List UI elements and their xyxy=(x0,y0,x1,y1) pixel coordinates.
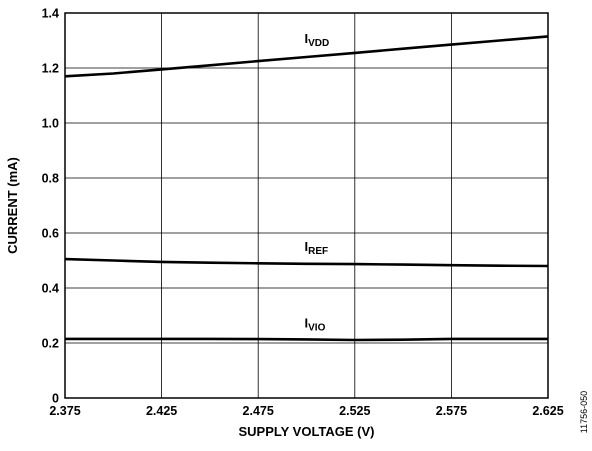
x-tick-label: 2.475 xyxy=(243,404,274,418)
y-tick-label: 0.8 xyxy=(42,172,59,186)
x-tick-label: 2.525 xyxy=(339,404,370,418)
plot-frame xyxy=(64,12,549,399)
figure-id: 11756-050 xyxy=(579,391,589,433)
x-tick-label: 2.375 xyxy=(49,404,80,418)
x-axis-title: SUPPLY VOLTAGE (V) xyxy=(238,424,374,439)
series-label: IVDD xyxy=(305,31,330,49)
y-tick-label: 1.0 xyxy=(42,117,59,131)
series-labels: IVDD IREF IVIO xyxy=(305,31,330,333)
y-tick-label: 1.4 xyxy=(42,7,59,21)
y-tick-label: 0.6 xyxy=(42,227,59,241)
x-tick-label: 2.425 xyxy=(146,404,177,418)
grid-lines xyxy=(65,13,548,398)
y-tick-label: 0.2 xyxy=(42,337,59,351)
y-axis-title: CURRENT (mA) xyxy=(5,157,20,254)
series-lines xyxy=(64,35,549,342)
series-label: IREF xyxy=(305,239,329,257)
series-label: IVIO xyxy=(305,315,326,333)
series-line xyxy=(64,257,549,268)
series-line xyxy=(65,337,548,342)
y-tick-label: 1.2 xyxy=(42,62,59,76)
series-line xyxy=(64,35,549,78)
y-tick-label: 0 xyxy=(52,392,59,406)
axis-ticks: 2.375 2.425 2.475 2.525 2.575 2.625 0 0.2 0.4 0.6… xyxy=(42,7,564,419)
x-tick-label: 2.575 xyxy=(436,404,467,418)
x-tick-label: 2.625 xyxy=(532,404,563,418)
y-tick-label: 0.4 xyxy=(42,282,59,296)
